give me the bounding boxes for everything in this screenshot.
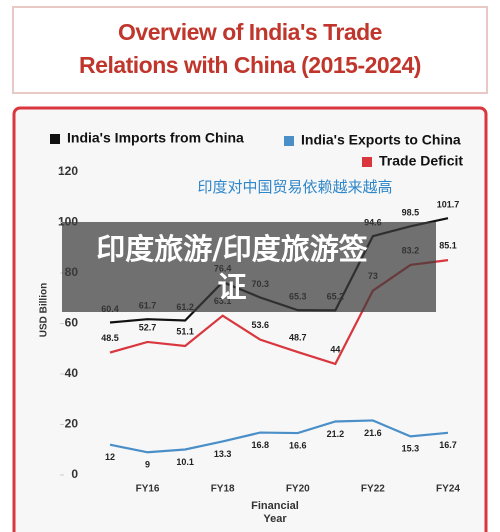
series-line [109,419,449,454]
data-label: 53.6 [251,320,269,330]
x-tick-label: FY20 [286,484,310,495]
chart-subtitle: 印度对中国贸易依赖越来越高 [197,179,392,196]
legend-swatch [284,136,294,146]
data-label: 101.7 [437,200,460,210]
data-label: 10.1 [176,457,194,467]
y-tick-label: 40 [65,366,79,380]
y-tick-label: 20 [65,417,79,431]
data-label: 48.5 [101,333,119,343]
data-label: 48.7 [289,332,307,342]
data-label: 44 [330,344,340,354]
y-tick-label: 60 [65,316,79,330]
data-label: 16.7 [439,440,457,450]
y-tick-label: 120 [58,164,78,178]
data-label: 15.3 [402,444,420,454]
data-label: 52.7 [139,322,157,332]
legend-label: Trade Deficit [379,153,463,169]
data-label: 16.6 [289,440,307,450]
x-tick-label: FY22 [361,484,385,495]
data-label: 51.1 [176,326,194,336]
y-tick-label: 0 [71,467,78,481]
legend-label: India's Imports from China [67,130,244,146]
overlay-text: 印度旅游/印度旅游签证 [96,232,368,304]
chart-box [12,106,488,532]
data-label: 9 [145,460,150,470]
x-tick-label: FY16 [136,484,160,495]
data-label: 12 [105,452,115,462]
overlay-banner: 印度旅游/印度旅游签证 [62,222,436,312]
legend-swatch [50,134,60,144]
x-axis-label: Financial Year [251,500,299,525]
data-label: 13.3 [214,449,232,459]
data-label: 21.2 [327,429,345,439]
title: Overview of India's Trade Relations with… [79,19,421,78]
legend-label: India's Exports to China [301,132,461,148]
legend-swatch [362,157,372,167]
data-label: 16.8 [251,440,269,450]
data-label: 21.6 [364,428,382,438]
data-label: 85.1 [439,240,457,250]
y-axis-label: USD Billion [39,283,50,337]
data-label: 98.5 [402,208,420,218]
title-box [12,6,488,94]
x-tick-label: FY24 [436,484,460,495]
x-tick-label: FY18 [211,484,235,495]
